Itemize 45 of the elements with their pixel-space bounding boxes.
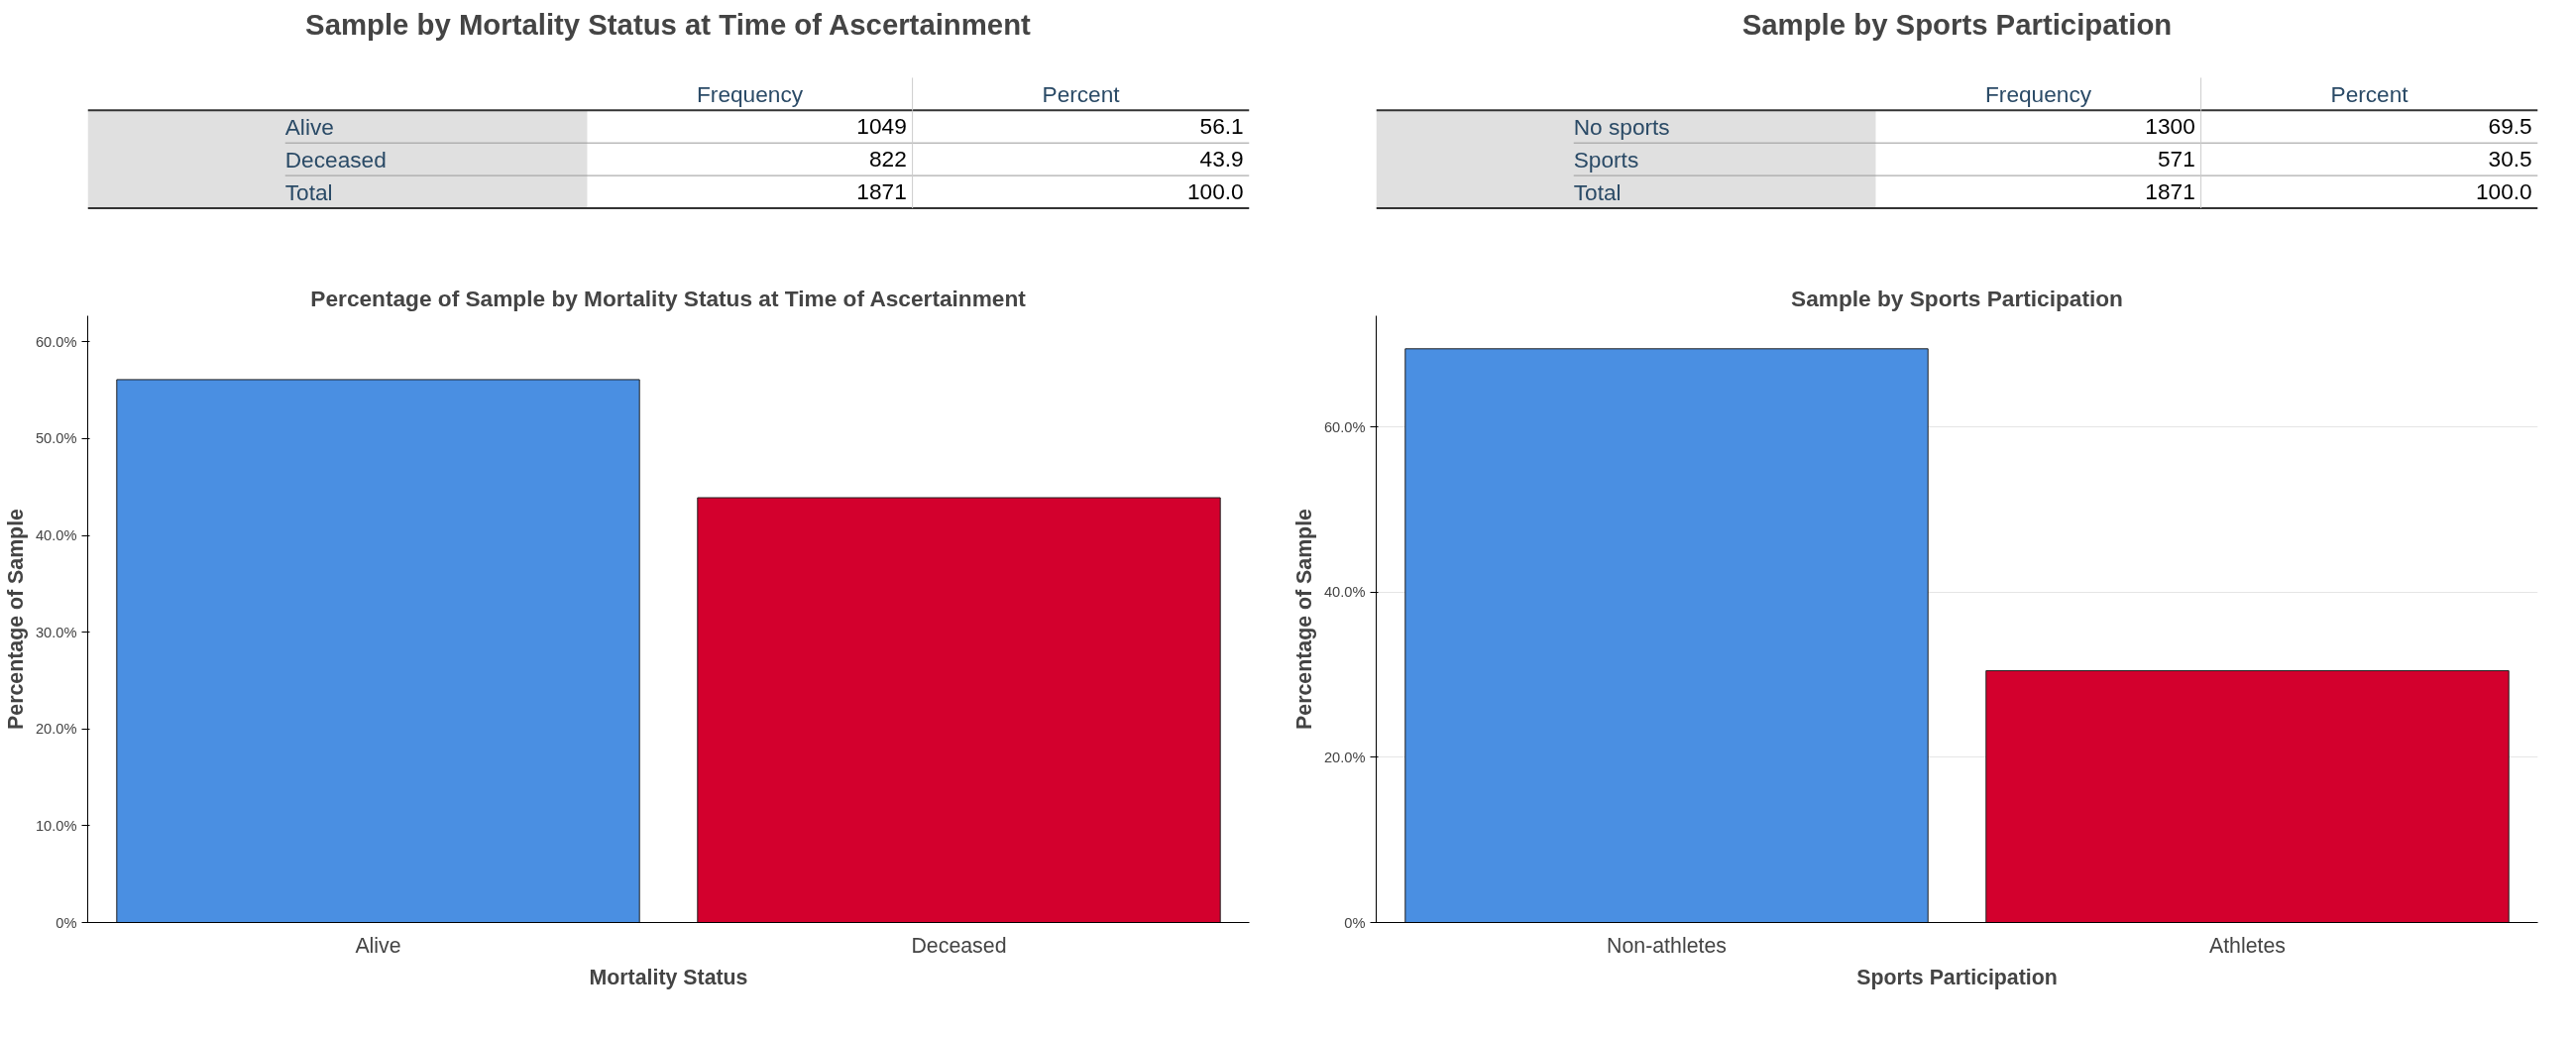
- y-tick-label: 20.0%: [35, 721, 77, 738]
- data-label: 1300: [2145, 113, 2195, 140]
- y-tick-label: 40.0%: [35, 527, 77, 544]
- category-label: Sports: [1573, 146, 1639, 173]
- chart-title: Percentage of Sample by Mortality Status at Time of Ascertainment: [310, 285, 1027, 311]
- category-label: Total: [284, 178, 333, 205]
- y-tick-label: 60.0%: [35, 333, 77, 350]
- text: Percent: [1042, 80, 1121, 107]
- y-tick-label: 0%: [1344, 914, 1366, 931]
- x-tick-label: Deceased: [911, 933, 1007, 958]
- x-tick-label: Non-athletes: [1607, 933, 1727, 958]
- x-axis-title: Mortality Status: [589, 965, 748, 989]
- y-tick-label: 40.0%: [1323, 584, 1366, 601]
- category-label: Total: [1573, 178, 1622, 205]
- y-tick-label: 20.0%: [1323, 749, 1366, 765]
- text: Percent: [2330, 80, 2409, 107]
- text: Frequency: [1985, 80, 2092, 107]
- data-label: 43.9: [1199, 146, 1244, 173]
- x-axis-title: Sports Participation: [1856, 965, 2058, 989]
- data-label: 1871: [2145, 178, 2195, 205]
- y-tick-label: 50.0%: [35, 430, 77, 447]
- data-label: 571: [2157, 146, 2195, 173]
- text: Frequency: [697, 80, 804, 107]
- category-label: No sports: [1573, 113, 1670, 140]
- y-axis-title: Percentage of Sample: [3, 508, 28, 730]
- y-axis-title: Percentage of Sample: [1291, 508, 1316, 730]
- text: Sample by Mortality Status at Time of Ascertainment: [305, 7, 1032, 41]
- data-label: 100.0: [2475, 178, 2532, 205]
- x-tick-label: Athletes: [2208, 933, 2287, 958]
- data-label: 30.5: [2488, 146, 2532, 173]
- category-label: Alive: [284, 113, 334, 140]
- data-label: 1871: [856, 178, 907, 205]
- y-tick-label: 30.0%: [35, 624, 77, 640]
- y-tick-label: 60.0%: [1323, 418, 1366, 435]
- y-tick-label: 10.0%: [35, 817, 77, 834]
- data-label: 100.0: [1186, 178, 1244, 205]
- text: Sample by Sports Participation: [1741, 7, 2173, 41]
- data-label: 69.5: [2488, 113, 2532, 140]
- data-label: 56.1: [1199, 113, 1244, 140]
- category-label: Deceased: [284, 146, 387, 173]
- x-tick-label: Alive: [355, 933, 401, 958]
- data-label: 822: [868, 146, 907, 173]
- y-tick-label: 0%: [56, 914, 77, 931]
- chart-title: Sample by Sports Participation: [1791, 285, 2123, 311]
- data-label: 1049: [856, 113, 907, 140]
